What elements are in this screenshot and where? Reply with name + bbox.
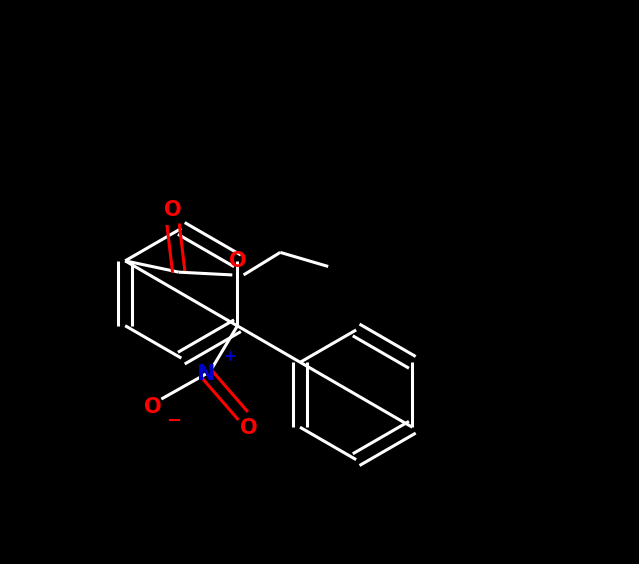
- Text: O: O: [164, 200, 182, 220]
- Text: O: O: [144, 398, 162, 417]
- Text: O: O: [229, 251, 247, 271]
- Text: −: −: [166, 412, 181, 429]
- Text: +: +: [224, 349, 236, 364]
- Text: O: O: [240, 418, 258, 438]
- Text: N: N: [197, 364, 216, 384]
